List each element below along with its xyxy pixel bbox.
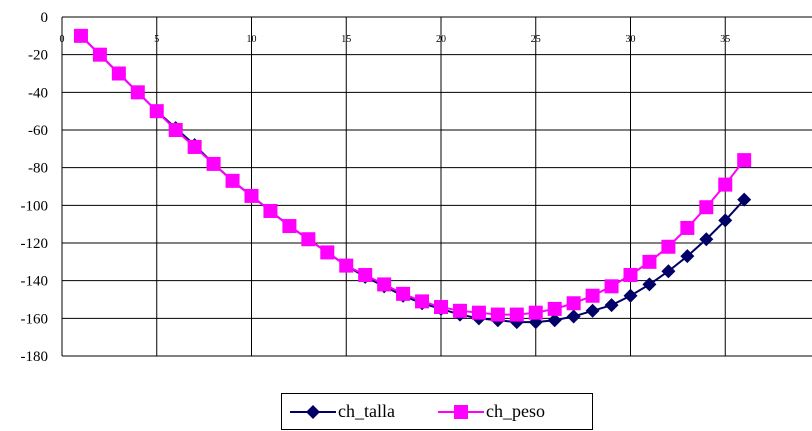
data-point-ch-peso [187, 139, 202, 154]
data-point-ch-talla [699, 232, 714, 247]
chart-series [73, 28, 752, 330]
legend: ch_talla ch_peso [281, 393, 593, 430]
data-point-ch-peso [130, 85, 145, 100]
data-point-ch-peso [623, 268, 638, 283]
y-tick-label: -120 [21, 236, 49, 252]
x-tick-label: 10 [247, 34, 257, 45]
data-point-ch-peso [471, 305, 486, 320]
y-tick-label: -20 [28, 48, 48, 64]
data-point-ch-peso [225, 173, 240, 188]
data-point-ch-peso [320, 245, 335, 260]
data-point-ch-peso [661, 239, 676, 254]
x-tick-label: 35 [720, 34, 730, 45]
data-point-ch-peso [585, 288, 600, 303]
data-point-ch-talla [661, 264, 676, 279]
data-point-ch-talla [604, 298, 619, 313]
data-point-ch-peso [434, 300, 448, 315]
data-point-ch-peso [547, 301, 562, 316]
legend-label-ch-talla: ch_talla [338, 401, 395, 421]
x-tick-label: 5 [154, 34, 159, 45]
y-tick-label: -160 [21, 311, 49, 327]
y-axis-ticks: 0 -20 -40 -60 -80 -100 -120 -140 -160 -180 [21, 10, 49, 365]
data-point-ch-peso [301, 232, 316, 247]
y-tick-label: -80 [28, 161, 48, 177]
y-tick-label: -100 [21, 198, 49, 214]
data-point-ch-peso [92, 47, 107, 62]
data-point-ch-talla [737, 192, 752, 207]
data-point-ch-peso [263, 203, 278, 218]
x-tick-label: 0 [60, 34, 65, 45]
data-point-ch-peso [718, 177, 733, 192]
data-point-ch-peso [528, 305, 543, 320]
x-tick-label: 30 [626, 34, 636, 45]
data-point-ch-peso [642, 254, 657, 269]
series-line-ch-talla [80, 35, 745, 324]
y-tick-label: -140 [21, 274, 49, 290]
data-point-ch-peso [415, 294, 430, 309]
data-point-ch-peso [566, 296, 581, 311]
data-point-ch-peso [168, 123, 183, 137]
data-point-ch-peso [680, 220, 695, 235]
data-point-ch-peso [377, 277, 392, 292]
data-point-ch-peso [282, 219, 297, 234]
x-axis-ticks: 0510152025303540 [60, 34, 731, 45]
data-point-ch-talla [718, 213, 733, 228]
x-tick-label: 15 [341, 34, 351, 45]
data-point-ch-peso [604, 279, 619, 294]
data-point-ch-peso [206, 156, 221, 171]
data-point-ch-peso [73, 28, 88, 43]
data-point-ch-peso [509, 307, 524, 322]
data-point-ch-talla [547, 313, 562, 328]
data-point-ch-peso [339, 258, 354, 273]
data-point-ch-peso [490, 307, 505, 322]
data-point-ch-peso [699, 200, 714, 215]
data-point-ch-peso [149, 104, 164, 119]
data-point-ch-talla [623, 288, 638, 303]
legend-marker-ch-talla [290, 404, 336, 419]
chart-grid [61, 16, 812, 357]
data-point-ch-peso [396, 286, 411, 301]
data-point-ch-talla [642, 277, 657, 292]
data-point-ch-talla [585, 303, 600, 318]
data-point-ch-peso [111, 66, 126, 81]
data-point-ch-peso [358, 268, 373, 283]
data-point-ch-peso [737, 153, 752, 168]
data-point-ch-peso [244, 188, 259, 203]
legend-marker-ch-peso [438, 404, 484, 419]
data-point-ch-talla [566, 309, 581, 324]
series-line-ch-peso [80, 35, 745, 316]
data-point-ch-peso [452, 303, 467, 318]
y-tick-label: -40 [28, 85, 48, 101]
legend-item-ch-peso: ch_peso [438, 394, 545, 429]
legend-item-ch-talla: ch_talla [290, 394, 395, 429]
legend-label-ch-peso: ch_peso [486, 401, 545, 421]
y-tick-label: 0 [41, 10, 49, 26]
x-tick-label: 25 [531, 34, 541, 45]
y-tick-label: -180 [21, 349, 49, 365]
y-tick-label: -60 [28, 123, 48, 139]
x-tick-label: 20 [436, 34, 446, 45]
data-point-ch-talla [680, 249, 695, 264]
